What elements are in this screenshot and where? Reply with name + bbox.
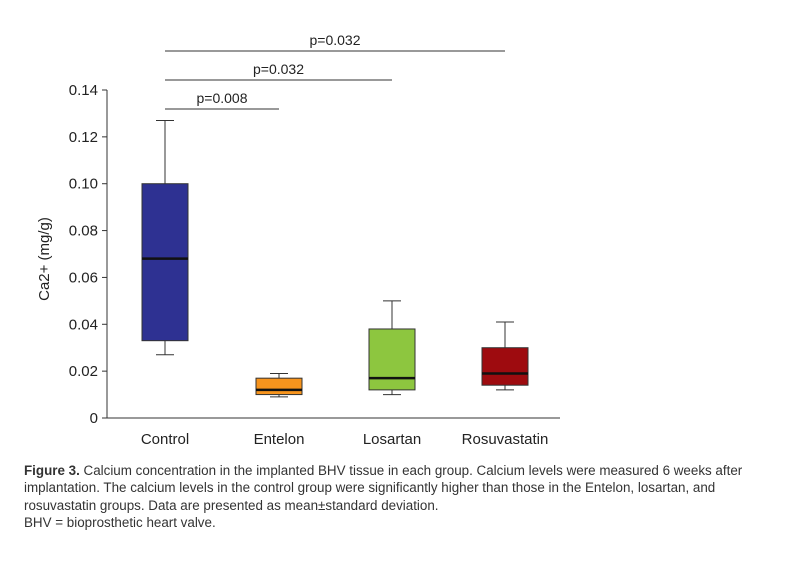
figure-caption: Figure 3. Calcium concentration in the i… <box>24 462 764 532</box>
boxes <box>141 119 529 398</box>
p-value-label: p=0.032 <box>310 32 361 48</box>
box-iqr <box>141 183 189 342</box>
x-tick-label: Entelon <box>254 431 305 448</box>
p-value-label: p=0.032 <box>253 61 304 77</box>
y-tick-label: 0.04 <box>69 316 98 333</box>
caption-abbreviation: BHV = bioprosthetic heart valve. <box>24 515 216 531</box>
figure-label: Figure 3. <box>24 463 80 478</box>
box-losartan <box>368 300 416 396</box>
y-tick-label: 0.02 <box>69 363 98 380</box>
box-iqr <box>481 347 529 386</box>
box-iqr <box>368 328 416 391</box>
significance-brackets: p=0.008 p=0.032 p=0.032 <box>165 32 505 110</box>
x-tick-label: Control <box>141 431 189 448</box>
x-tick-label: Rosuvastatin <box>462 431 549 448</box>
axes: 0 0.02 0.04 0.06 0.08 0.10 0.12 0.14 Control Ente… <box>69 82 560 448</box>
caption-text: Figure 3. Calcium concentration in the i… <box>24 462 764 514</box>
p-value-label: p=0.008 <box>197 90 248 106</box>
y-tick-label: 0.14 <box>69 82 98 99</box>
caption-body: Calcium concentration in the implanted B… <box>24 463 743 513</box>
y-tick-label: 0.12 <box>69 129 98 146</box>
box-entelon <box>255 372 303 398</box>
y-tick-label: 0.06 <box>69 269 98 286</box>
y-axis-label: Ca2+ (mg/g) <box>36 217 53 301</box>
y-tick-label: 0.10 <box>69 176 98 193</box>
box-iqr <box>255 377 303 396</box>
box-rosuvastatin <box>481 321 529 391</box>
box-control <box>141 119 189 356</box>
y-tick-label: 0 <box>90 410 98 427</box>
x-tick-label: Losartan <box>363 431 421 448</box>
y-tick-label: 0.08 <box>69 223 98 240</box>
box-plot-chart: 0 0.02 0.04 0.06 0.08 0.10 0.12 0.14 Control Ente… <box>36 32 560 448</box>
